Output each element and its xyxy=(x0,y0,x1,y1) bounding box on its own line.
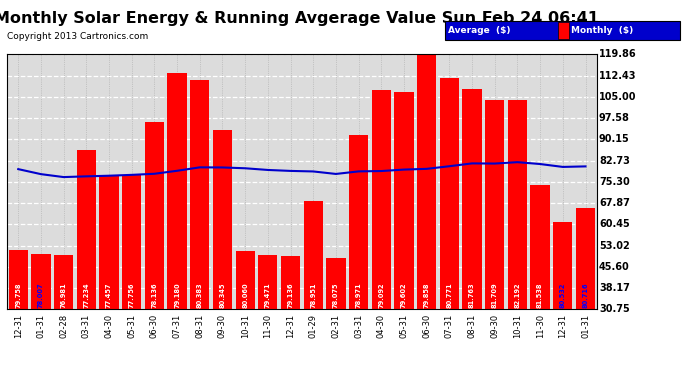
Bar xyxy=(440,78,459,309)
Text: 97.58: 97.58 xyxy=(599,113,630,123)
Bar xyxy=(417,49,436,309)
Bar xyxy=(8,250,28,309)
Bar xyxy=(508,99,527,309)
Text: 77.756: 77.756 xyxy=(129,282,135,308)
Text: 45.60: 45.60 xyxy=(599,262,630,272)
Bar xyxy=(553,222,573,309)
Bar xyxy=(99,176,119,309)
Text: 90.15: 90.15 xyxy=(599,134,630,144)
Text: 78.075: 78.075 xyxy=(333,282,339,308)
Text: 80.716: 80.716 xyxy=(582,282,589,308)
Bar xyxy=(531,184,550,309)
Text: 80.383: 80.383 xyxy=(197,282,203,308)
Bar xyxy=(213,130,232,309)
Bar xyxy=(54,255,73,309)
Text: 67.87: 67.87 xyxy=(599,198,630,208)
Text: 81.538: 81.538 xyxy=(537,282,543,308)
Text: 119.86: 119.86 xyxy=(599,50,637,59)
Text: 79.758: 79.758 xyxy=(15,282,21,308)
Text: 80.771: 80.771 xyxy=(446,282,453,308)
Bar xyxy=(281,256,300,309)
Text: 112.43: 112.43 xyxy=(599,70,636,81)
Text: 79.092: 79.092 xyxy=(378,282,384,308)
Text: 80.060: 80.060 xyxy=(242,282,248,308)
Bar xyxy=(395,92,413,309)
Text: 80.532: 80.532 xyxy=(560,282,566,308)
Bar xyxy=(122,176,141,309)
Text: 78.951: 78.951 xyxy=(310,282,316,308)
Bar xyxy=(190,80,209,309)
Text: 75.30: 75.30 xyxy=(599,177,630,187)
Text: 79.602: 79.602 xyxy=(401,282,407,308)
Text: 76.981: 76.981 xyxy=(61,282,67,308)
Bar xyxy=(145,122,164,309)
Text: Average  ($): Average ($) xyxy=(448,26,511,35)
Text: Monthly  ($): Monthly ($) xyxy=(571,26,633,35)
Text: 30.75: 30.75 xyxy=(599,304,630,314)
Text: 60.45: 60.45 xyxy=(599,219,630,230)
Bar xyxy=(576,208,595,309)
Bar xyxy=(258,255,277,309)
Text: 82.192: 82.192 xyxy=(515,282,520,308)
Text: 38.17: 38.17 xyxy=(599,283,630,293)
Bar xyxy=(326,258,346,309)
Text: 78.136: 78.136 xyxy=(151,282,157,308)
Bar xyxy=(485,99,504,309)
Text: 105.00: 105.00 xyxy=(599,92,636,102)
Bar xyxy=(77,150,96,309)
Text: 78.971: 78.971 xyxy=(355,282,362,308)
Text: 77.234: 77.234 xyxy=(83,282,89,308)
Text: 78.007: 78.007 xyxy=(38,282,44,308)
Bar xyxy=(304,201,323,309)
Bar xyxy=(372,90,391,309)
Text: 77.457: 77.457 xyxy=(106,282,112,308)
Text: 79.180: 79.180 xyxy=(174,282,180,308)
Text: 79.858: 79.858 xyxy=(424,282,430,308)
Text: 81.763: 81.763 xyxy=(469,282,475,308)
Text: 82.73: 82.73 xyxy=(599,156,630,166)
Text: Copyright 2013 Cartronics.com: Copyright 2013 Cartronics.com xyxy=(7,32,148,41)
Bar xyxy=(462,89,482,309)
Bar xyxy=(168,74,187,309)
Text: 53.02: 53.02 xyxy=(599,241,630,250)
Bar xyxy=(235,251,255,309)
Bar xyxy=(349,135,368,309)
Text: 79.136: 79.136 xyxy=(288,282,293,308)
Text: 80.345: 80.345 xyxy=(219,282,226,308)
Bar xyxy=(31,254,50,309)
Text: 81.709: 81.709 xyxy=(492,282,497,308)
Text: 79.471: 79.471 xyxy=(265,282,271,308)
Text: Monthly Solar Energy & Running Avgerage Value Sun Feb 24 06:41: Monthly Solar Energy & Running Avgerage … xyxy=(0,11,599,26)
